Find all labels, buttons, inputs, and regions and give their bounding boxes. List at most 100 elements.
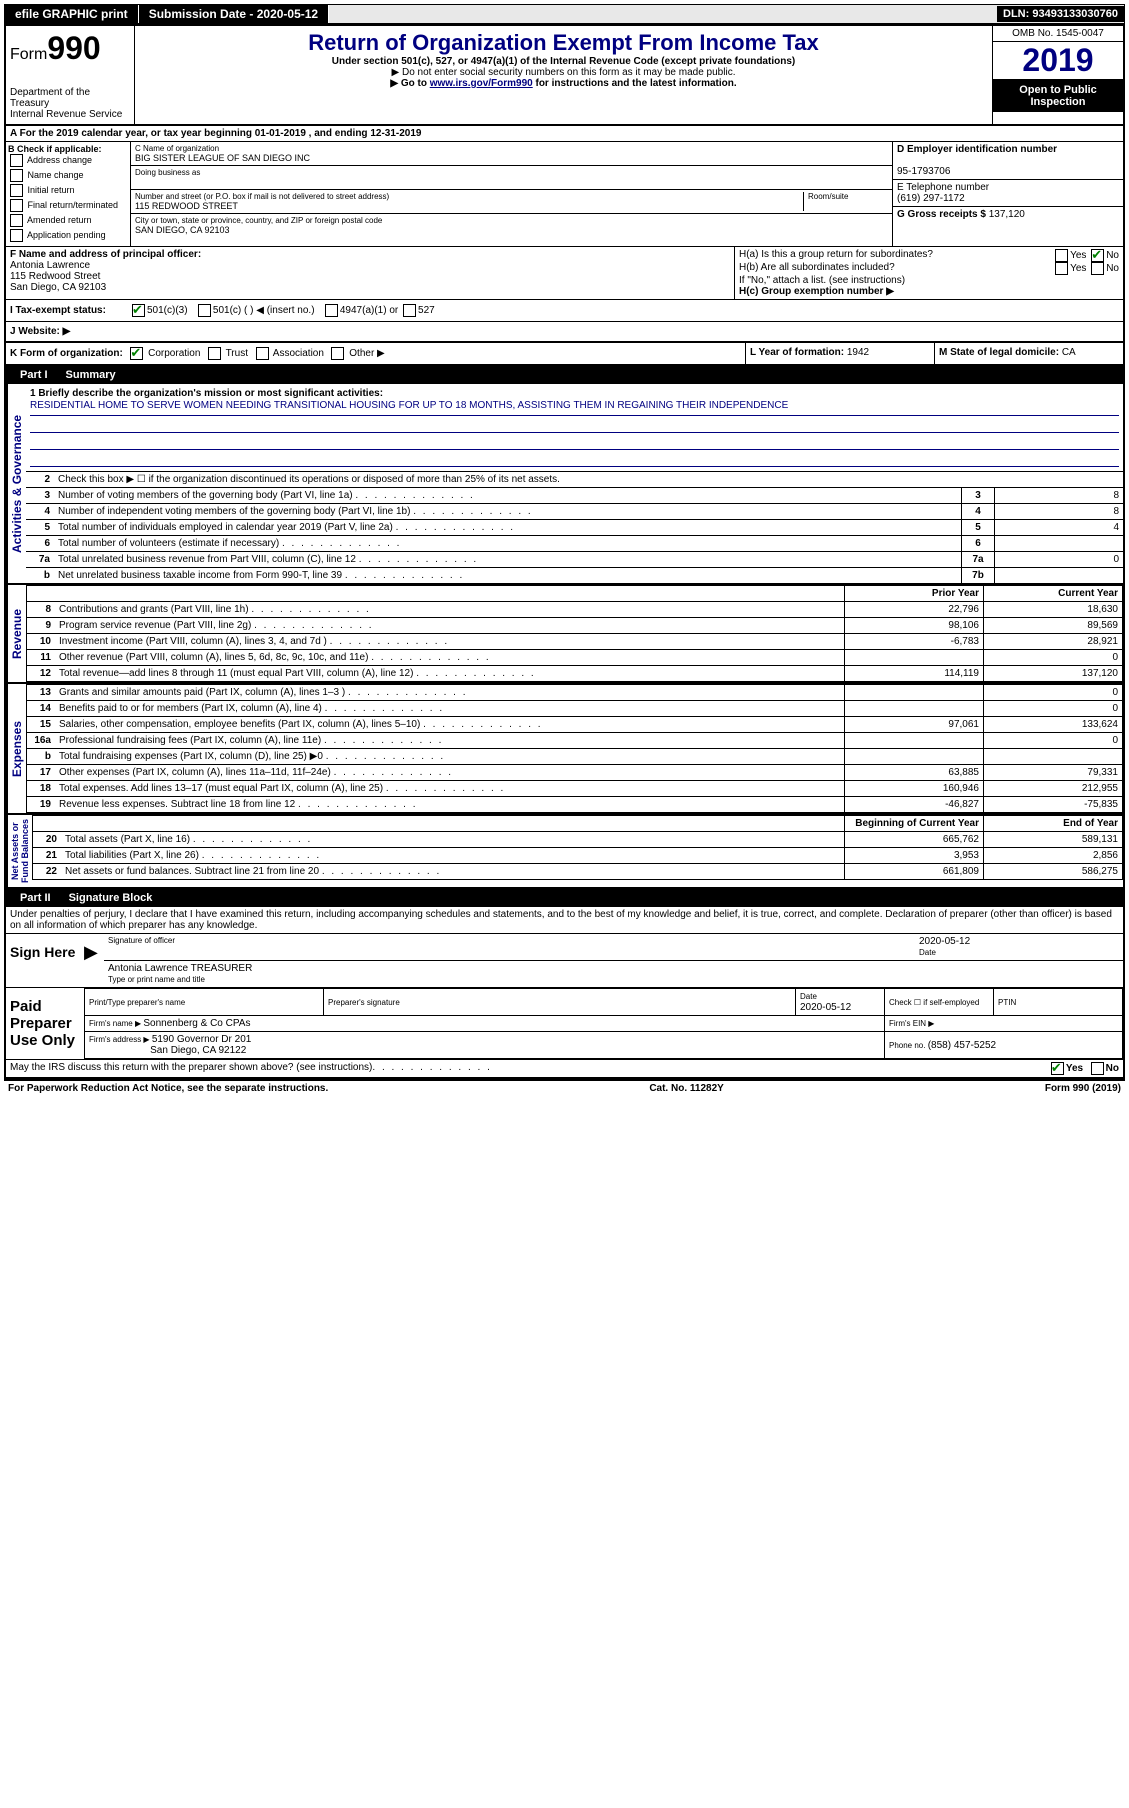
table-row: 13Grants and similar amounts paid (Part … [27, 685, 1123, 701]
header-row: Form990 Department of the Treasury Inter… [6, 26, 1123, 126]
form-footer: Form 990 (2019) [1045, 1083, 1121, 1094]
submission-date: 2020-05-12 [257, 7, 318, 21]
table-row: 14Benefits paid to or for members (Part … [27, 701, 1123, 717]
org-street: 115 REDWOOD STREET [135, 201, 803, 211]
table-row: 20Total assets (Part X, line 16) 665,762… [33, 832, 1123, 848]
row-a: A For the 2019 calendar year, or tax yea… [6, 126, 1123, 142]
chk-address[interactable] [10, 154, 23, 167]
form-title: Return of Organization Exempt From Incom… [139, 30, 988, 56]
form-subtitle: Under section 501(c), 527, or 4947(a)(1)… [139, 56, 988, 67]
col-c: C Name of organization BIG SISTER LEAGUE… [131, 142, 892, 246]
chk-assoc[interactable] [256, 347, 269, 360]
table-row: 12Total revenue—add lines 8 through 11 (… [27, 666, 1123, 682]
klm-k: K Form of organization: Corporation Trus… [6, 343, 745, 364]
officer-name: Antonia Lawrence [10, 260, 90, 271]
klm-row: K Form of organization: Corporation Trus… [6, 343, 1123, 366]
irs-discuss-row: May the IRS discuss this return with the… [6, 1060, 1123, 1079]
submission-btn[interactable]: Submission Date - 2020-05-12 [139, 5, 329, 23]
chk-irs-yes[interactable] [1051, 1062, 1064, 1075]
table-row: 21Total liabilities (Part X, line 26) 3,… [33, 848, 1123, 864]
prep-table: Print/Type preparer's name Preparer's si… [84, 988, 1123, 1059]
table-row: 22Net assets or fund balances. Subtract … [33, 864, 1123, 880]
exp-section: Expenses 13Grants and similar amounts pa… [6, 684, 1123, 815]
table-row: 10Investment income (Part VIII, column (… [27, 634, 1123, 650]
form-note2: ▶ Go to www.irs.gov/Form990 for instruct… [139, 78, 988, 89]
table-row: 9Program service revenue (Part VIII, lin… [27, 618, 1123, 634]
chk-trust[interactable] [208, 347, 221, 360]
header-left: Form990 Department of the Treasury Inter… [6, 26, 135, 124]
paid-prep-label: Paid Preparer Use Only [6, 988, 84, 1059]
form-note1: ▶ Do not enter social security numbers o… [139, 67, 988, 78]
header-center: Return of Organization Exempt From Incom… [135, 26, 992, 124]
exp-vlabel: Expenses [6, 684, 26, 813]
tax-year: 2019 [993, 42, 1123, 80]
omb: OMB No. 1545-0047 [993, 26, 1123, 42]
chk-amended[interactable] [10, 214, 23, 227]
prep-phone: (858) 457-5252 [928, 1040, 996, 1051]
chk-4947[interactable] [325, 304, 338, 317]
chk-corp[interactable] [130, 347, 143, 360]
sign-here-label: Sign Here [6, 934, 84, 987]
chk-final[interactable] [10, 199, 23, 212]
b-label: B Check if applicable: [8, 144, 128, 154]
chk-name[interactable] [10, 169, 23, 182]
top-bar: efile GRAPHIC print Submission Date - 20… [4, 4, 1125, 24]
gov-vlabel: Activities & Governance [6, 384, 26, 583]
irs-link[interactable]: www.irs.gov/Form990 [430, 78, 533, 89]
gross-receipts: 137,120 [989, 209, 1025, 220]
klm-m: M State of legal domicile: CA [934, 343, 1123, 364]
chk-501c3[interactable] [132, 304, 145, 317]
net-section: Net Assets or Fund Balances Beginning of… [6, 815, 1123, 889]
col-d: D Employer identification number 95-1793… [892, 142, 1123, 246]
table-row: 15Salaries, other compensation, employee… [27, 717, 1123, 733]
chk-other[interactable] [331, 347, 344, 360]
chk-527[interactable] [403, 304, 416, 317]
firm-name: Sonnenberg & Co CPAs [143, 1018, 250, 1029]
sig-section: Under penalties of perjury, I declare th… [6, 907, 1123, 1079]
gov-table: 2Check this box ▶ ☐ if the organization … [26, 471, 1123, 583]
phone: (619) 297-1172 [897, 193, 965, 204]
submission-label: Submission Date - [149, 7, 257, 21]
table-row: 16aProfessional fundraising fees (Part I… [27, 733, 1123, 749]
net-table: Beginning of Current YearEnd of Year 20T… [32, 815, 1123, 880]
exp-table: 13Grants and similar amounts paid (Part … [26, 684, 1123, 813]
sign-here-row: Sign Here ▶ Signature of officer 2020-05… [6, 934, 1123, 988]
mission-text: RESIDENTIAL HOME TO SERVE WOMEN NEEDING … [30, 399, 1119, 416]
website-row: J Website: ▶ [6, 322, 1123, 343]
chk-ha-yes[interactable] [1055, 249, 1068, 262]
chk-501c[interactable] [198, 304, 211, 317]
dept-label: Department of the Treasury Internal Reve… [10, 87, 130, 120]
org-name: BIG SISTER LEAGUE OF SAN DIEGO INC [135, 153, 888, 163]
org-city: SAN DIEGO, CA 92103 [135, 225, 888, 235]
net-vlabel: Net Assets or Fund Balances [6, 815, 32, 887]
chk-hb-no[interactable] [1091, 262, 1104, 275]
section-bcd: B Check if applicable: Address change Na… [6, 142, 1123, 247]
rev-section: Revenue Prior YearCurrent Year 8Contribu… [6, 585, 1123, 684]
table-row: bTotal fundraising expenses (Part IX, co… [27, 749, 1123, 765]
col-b: B Check if applicable: Address change Na… [6, 142, 131, 246]
efile-btn[interactable]: efile GRAPHIC print [5, 5, 139, 23]
part1-header: Part I Summary [6, 366, 1123, 384]
footer-row: For Paperwork Reduction Act Notice, see … [4, 1081, 1125, 1096]
chk-pending[interactable] [10, 229, 23, 242]
tax-exempt-row: I Tax-exempt status: 501(c)(3) 501(c) ( … [6, 300, 1123, 322]
rev-table: Prior YearCurrent Year 8Contributions an… [26, 585, 1123, 682]
open-public: Open to Public Inspection [993, 80, 1123, 112]
table-row: 17Other expenses (Part IX, column (A), l… [27, 765, 1123, 781]
declaration: Under penalties of perjury, I declare th… [6, 907, 1123, 934]
form-container: Form990 Department of the Treasury Inter… [4, 24, 1125, 1081]
chk-irs-no[interactable] [1091, 1062, 1104, 1075]
officer-sig-name: Antonia Lawrence TREASURER [108, 963, 252, 974]
form-number: Form990 [10, 30, 130, 67]
klm-l: L Year of formation: 1942 [745, 343, 934, 364]
chk-hb-yes[interactable] [1055, 262, 1068, 275]
table-row: 8Contributions and grants (Part VIII, li… [27, 602, 1123, 618]
table-row: 18Total expenses. Add lines 13–17 (must … [27, 781, 1123, 797]
chk-initial[interactable] [10, 184, 23, 197]
paid-preparer-row: Paid Preparer Use Only Print/Type prepar… [6, 988, 1123, 1060]
table-row: 19Revenue less expenses. Subtract line 1… [27, 797, 1123, 813]
table-row: 11Other revenue (Part VIII, column (A), … [27, 650, 1123, 666]
col-h: H(a) Is this a group return for subordin… [734, 247, 1123, 299]
mission-row: 1 Briefly describe the organization's mi… [26, 384, 1123, 471]
chk-ha-no[interactable] [1091, 249, 1104, 262]
